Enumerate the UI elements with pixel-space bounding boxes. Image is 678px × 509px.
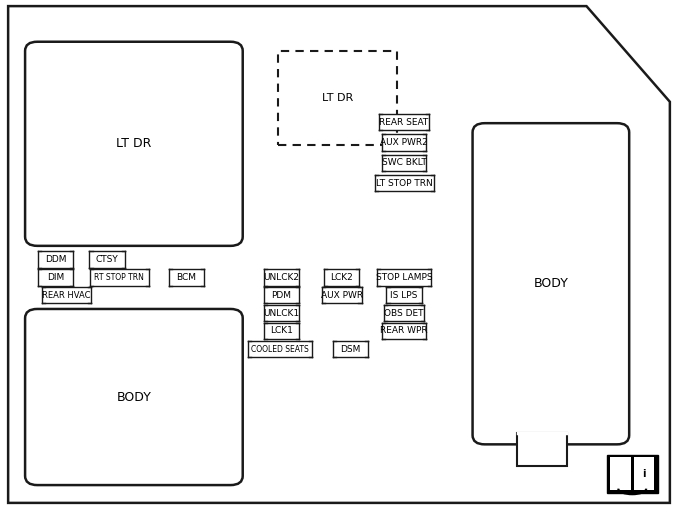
Text: SWC BKLT: SWC BKLT: [382, 158, 426, 167]
Bar: [377, 269, 431, 286]
Text: LT STOP TRN: LT STOP TRN: [376, 179, 433, 188]
Bar: [169, 269, 204, 286]
FancyBboxPatch shape: [25, 309, 243, 485]
Bar: [384, 305, 424, 321]
Bar: [248, 341, 312, 357]
Text: COOLED SEATS: COOLED SEATS: [251, 345, 309, 354]
Text: PDM: PDM: [271, 291, 292, 300]
Text: LT DR: LT DR: [116, 137, 152, 150]
Text: RT STOP TRN: RT STOP TRN: [94, 273, 144, 282]
Text: BODY: BODY: [534, 277, 568, 290]
Text: AUX PWR: AUX PWR: [321, 291, 363, 300]
Bar: [610, 457, 631, 490]
FancyBboxPatch shape: [25, 42, 243, 246]
Text: DSM: DSM: [340, 345, 361, 354]
Bar: [633, 457, 654, 490]
Bar: [89, 269, 149, 286]
Bar: [382, 134, 426, 151]
Bar: [324, 269, 359, 286]
Bar: [38, 251, 73, 268]
Text: UNLCK1: UNLCK1: [263, 308, 300, 318]
Text: IS LPS: IS LPS: [391, 291, 418, 300]
Text: REAR HVAC: REAR HVAC: [42, 291, 91, 300]
Text: DIM: DIM: [47, 273, 64, 282]
Bar: [264, 287, 299, 303]
Polygon shape: [8, 6, 670, 503]
Text: BODY: BODY: [117, 390, 151, 404]
Bar: [38, 269, 73, 286]
Bar: [264, 305, 299, 321]
Bar: [89, 251, 125, 268]
Text: i: i: [642, 469, 645, 478]
Bar: [382, 323, 426, 339]
Bar: [380, 114, 428, 130]
Text: CTSY: CTSY: [96, 255, 119, 264]
Bar: [42, 287, 91, 303]
Text: LCK1: LCK1: [270, 326, 293, 335]
Bar: [382, 155, 426, 171]
Bar: [322, 287, 361, 303]
Text: REAR SEAT: REAR SEAT: [380, 118, 428, 127]
Text: LCK2: LCK2: [330, 273, 353, 282]
Text: STOP LAMPS: STOP LAMPS: [376, 273, 433, 282]
Bar: [386, 287, 422, 303]
Text: BCM: BCM: [176, 273, 197, 282]
Bar: [333, 341, 368, 357]
Text: DDM: DDM: [45, 255, 66, 264]
Bar: [607, 455, 658, 493]
FancyBboxPatch shape: [473, 123, 629, 444]
Text: AUX PWR2: AUX PWR2: [380, 138, 428, 147]
Text: OBS DET: OBS DET: [384, 308, 424, 318]
Bar: [264, 323, 299, 339]
Bar: [374, 175, 434, 191]
Text: LT DR: LT DR: [321, 93, 353, 103]
Text: REAR WPR: REAR WPR: [380, 326, 428, 335]
Bar: [264, 269, 299, 286]
FancyBboxPatch shape: [517, 433, 567, 466]
FancyBboxPatch shape: [278, 51, 397, 145]
Text: UNLCK2: UNLCK2: [263, 273, 300, 282]
